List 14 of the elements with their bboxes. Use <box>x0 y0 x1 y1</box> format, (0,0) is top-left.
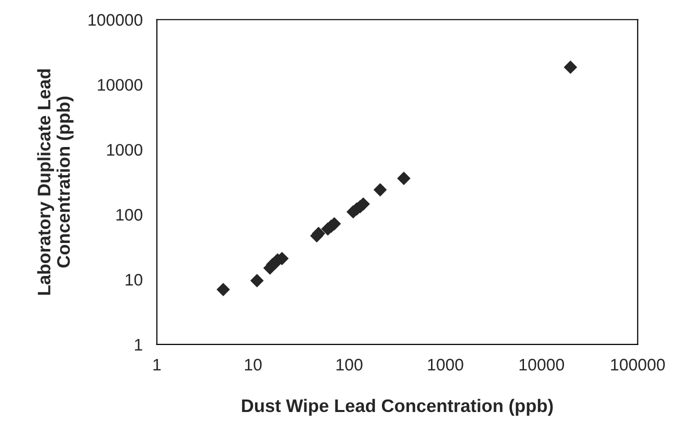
y-tick-label: 100000 <box>88 14 142 26</box>
y-axis-title: Laboratory Duplicate Lead Concentration (ppb) <box>37 69 74 295</box>
x-tick-label: 10000 <box>520 358 564 371</box>
y-tick-label: 10 <box>126 274 142 286</box>
x-tick-label: 10 <box>245 358 262 371</box>
x-axis-title: Dust Wipe Lead Concentration (ppb) <box>242 398 553 416</box>
x-tick-label: 100 <box>336 358 362 371</box>
y-tick-label: 10000 <box>98 78 142 91</box>
y-tick-label: 100 <box>116 208 142 221</box>
y-tick-label: 1000 <box>107 144 142 156</box>
x-tick-label: 1 <box>153 358 161 370</box>
x-tick-label: 1000 <box>428 358 464 371</box>
y-tick-label: 1 <box>134 339 142 350</box>
x-tick-label: 100000 <box>611 358 665 371</box>
